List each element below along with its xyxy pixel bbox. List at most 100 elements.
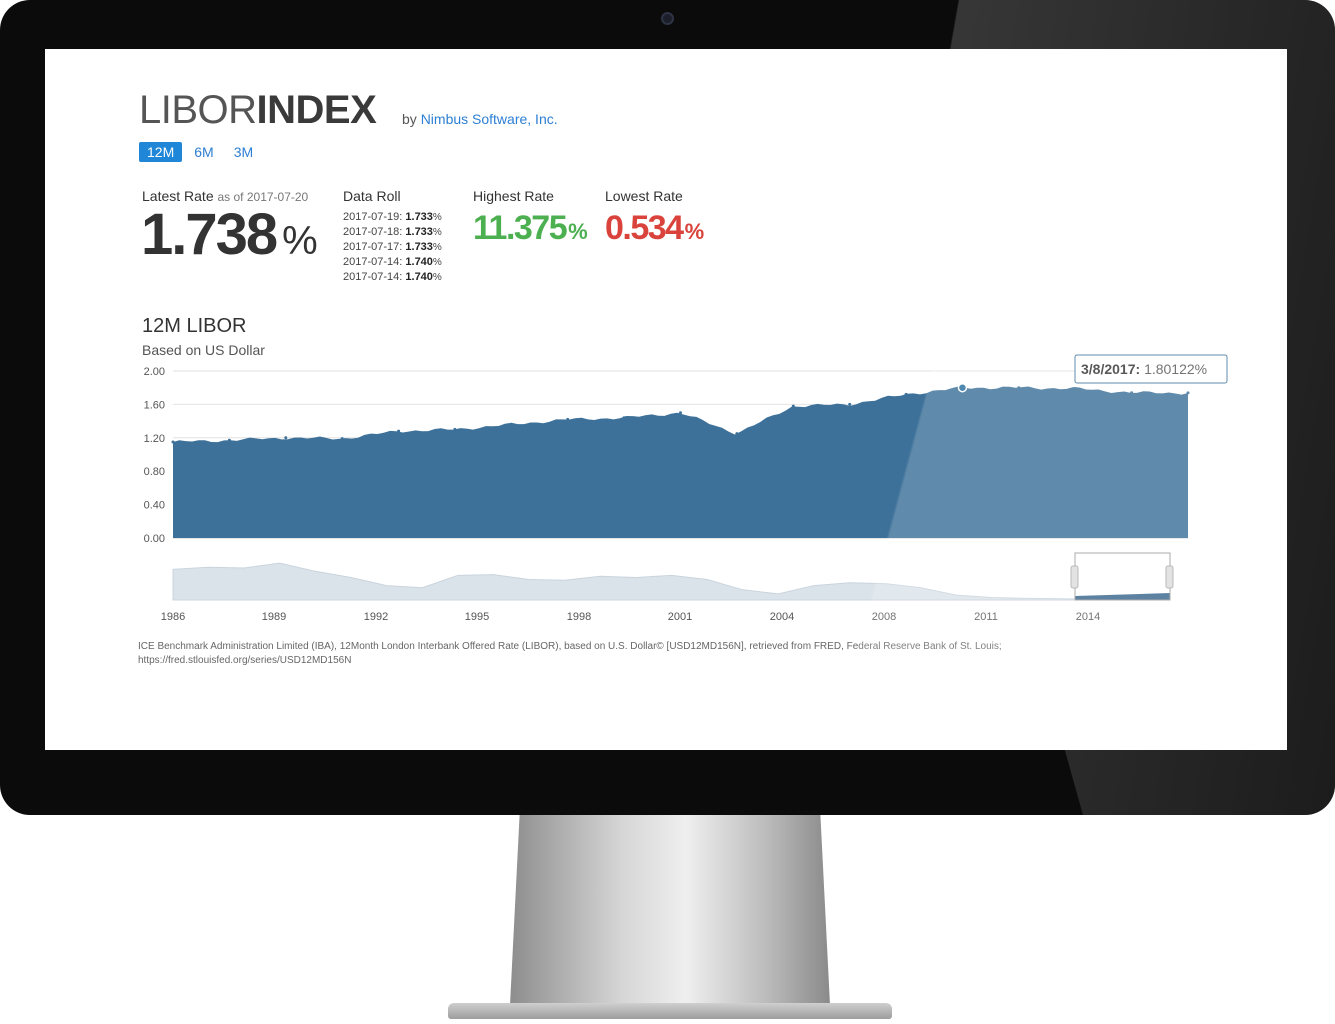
tooltip-box: [1074, 354, 1228, 384]
highest-rate-label: Highest Rate: [473, 188, 554, 204]
y-tick-label: 2.00: [144, 366, 165, 378]
data-point: [284, 436, 288, 440]
data-point: [566, 417, 570, 421]
tab-6m[interactable]: 6M: [194, 144, 214, 160]
x-tick-label: 2014: [1076, 611, 1100, 623]
lowest-rate-number: 0.534: [605, 209, 684, 247]
x-tick-label: 1995: [465, 611, 489, 623]
roll-unit: %: [432, 212, 442, 223]
roll-value: 1.733: [405, 226, 433, 238]
x-tick-label: 2001: [668, 611, 692, 623]
y-tick-label: 1.20: [144, 433, 165, 445]
y-tick-label: 1.60: [144, 399, 165, 411]
data-point: [509, 422, 513, 426]
data-point: [397, 429, 401, 433]
logo-bold-text: INDEX: [256, 88, 377, 132]
data-point: [227, 438, 231, 442]
monitor-stand-base: [448, 1003, 892, 1019]
tooltip-text: 3/8/2017: 1.80122%: [1081, 361, 1207, 377]
navigator-area: [172, 562, 1171, 601]
tooltip[interactable]: 3/8/2017: 1.80122%: [1074, 354, 1228, 384]
roll-value: 1.740: [405, 271, 433, 283]
latest-rate-number: 1.738: [141, 202, 278, 267]
tab-3m[interactable]: 3M: [233, 144, 254, 160]
monitor-stand: [510, 815, 830, 1005]
roll-value: 1.733: [405, 211, 433, 223]
chart-title: 12M LIBOR: [142, 315, 247, 337]
data-point: [1186, 391, 1190, 395]
company-link[interactable]: Nimbus Software, Inc.: [420, 111, 558, 127]
tooltip-value: 1.80122%: [1144, 361, 1207, 377]
roll-date: 2017-07-17:: [343, 241, 403, 253]
roll-unit: %: [432, 242, 442, 253]
roll-date: 2017-07-14:: [343, 271, 403, 283]
tenor-tabs: 12M 6M 3M: [139, 142, 261, 162]
camera-icon: [661, 12, 674, 25]
highlight-point: [957, 382, 968, 393]
roll-unit: %: [432, 227, 442, 238]
latest-rate-value: 1.738%: [141, 201, 318, 268]
data-point: [1073, 387, 1077, 390]
tab-12m[interactable]: 12M: [139, 142, 183, 162]
byline: by Nimbus Software, Inc.: [402, 111, 558, 127]
highest-rate-value: 11.375%: [473, 209, 588, 248]
latest-rate-label: Latest Rate as of 2017-07-20: [142, 188, 308, 204]
series-area: [173, 386, 1188, 538]
lowest-rate-label: Lowest Rate: [605, 188, 683, 204]
data-roll-list: 2017-07-19: 1.733% 2017-07-18: 1.733% 20…: [343, 210, 442, 285]
data-point: [848, 402, 852, 406]
list-item: 2017-07-19: 1.733%: [343, 210, 442, 225]
roll-date: 2017-07-18:: [343, 226, 403, 238]
data-point: [735, 432, 739, 436]
latest-rate-as-of: as of 2017-07-20: [217, 190, 309, 204]
latest-rate-title: Latest Rate: [142, 188, 214, 204]
y-tick-label: 0.80: [144, 466, 165, 478]
app-logo[interactable]: LIBORINDEX: [139, 88, 377, 133]
source-citation: ICE Benchmark Administration Limited (IB…: [138, 641, 1002, 666]
x-tick-label: 2004: [770, 611, 794, 623]
list-item: 2017-07-14: 1.740%: [343, 255, 442, 270]
data-roll-label: Data Roll: [343, 188, 401, 204]
data-point: [453, 427, 457, 431]
x-tick-label: 2011: [974, 611, 998, 623]
roll-unit: %: [432, 257, 442, 268]
data-point: [1130, 391, 1134, 395]
tooltip-date: 3/8/2017:: [1081, 361, 1144, 377]
navigator-range-window: [1074, 552, 1171, 601]
screen: LIBORINDEX by Nimbus Software, Inc. 12M …: [45, 49, 1287, 750]
data-point: [1017, 386, 1021, 390]
x-tick-label: 1986: [161, 611, 185, 623]
roll-value: 1.740: [405, 256, 433, 268]
roll-date: 2017-07-14:: [343, 256, 403, 268]
list-item: 2017-07-14: 1.740%: [343, 270, 442, 285]
data-point: [171, 440, 175, 444]
navigator-right-handle[interactable]: [1165, 565, 1174, 589]
data-point: [679, 411, 682, 415]
libor-chart[interactable]: 0.00 0.40 0.80 1.20 1.60 2.00 3/8/2017: 1.8012…: [45, 49, 1287, 629]
x-tick-label: 1992: [364, 611, 388, 623]
x-tick-label: 1989: [262, 611, 286, 623]
y-tick-label: 0.40: [144, 500, 165, 512]
list-item: 2017-07-18: 1.733%: [343, 225, 442, 240]
x-tick-label: 1998: [567, 611, 591, 623]
roll-value: 1.733: [405, 241, 433, 253]
data-point: [340, 437, 344, 441]
highest-rate-number: 11.375: [473, 209, 568, 247]
roll-unit: %: [432, 272, 442, 283]
logo-light-text: LIBOR: [139, 88, 257, 132]
lowest-rate-value: 0.534%: [605, 209, 704, 248]
roll-date: 2017-07-19:: [343, 211, 403, 223]
monitor-frame: LIBORINDEX by Nimbus Software, Inc. 12M …: [0, 0, 1335, 815]
list-item: 2017-07-17: 1.733%: [343, 240, 442, 255]
byline-prefix: by: [402, 111, 417, 127]
data-point: [622, 416, 626, 420]
navigator-left-handle[interactable]: [1070, 565, 1079, 589]
y-tick-label: 0.00: [144, 533, 165, 545]
navigator-selected-series: [1075, 593, 1170, 600]
lowest-rate-unit: %: [684, 219, 705, 244]
data-point: [904, 392, 908, 396]
highest-rate-unit: %: [568, 219, 588, 244]
x-tick-label: 2008: [872, 611, 896, 623]
data-point: [791, 404, 795, 408]
latest-rate-unit: %: [282, 219, 318, 263]
